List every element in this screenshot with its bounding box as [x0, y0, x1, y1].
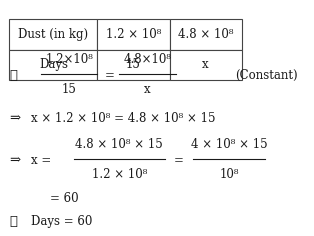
Text: Dust (in kg): Dust (in kg) — [18, 28, 89, 41]
Text: 4 × 10⁸ × 15: 4 × 10⁸ × 15 — [191, 138, 268, 151]
Text: 1.2×10⁸: 1.2×10⁸ — [45, 53, 93, 66]
Bar — [9, 50, 97, 80]
Text: =: = — [105, 69, 115, 82]
Text: Days: Days — [39, 58, 68, 72]
Bar — [97, 50, 170, 80]
Text: 4.8×10⁸: 4.8×10⁸ — [124, 53, 171, 66]
Text: 4.8 × 10⁸: 4.8 × 10⁸ — [178, 28, 233, 41]
Text: 1.2 × 10⁸: 1.2 × 10⁸ — [92, 168, 147, 181]
Text: 10⁸: 10⁸ — [219, 168, 239, 181]
Text: ⇒: ⇒ — [9, 154, 20, 167]
Text: 15: 15 — [62, 83, 77, 96]
Text: x: x — [202, 58, 209, 72]
Text: = 60: = 60 — [50, 192, 79, 205]
Text: x: x — [144, 83, 151, 96]
Text: x =: x = — [31, 154, 51, 167]
Text: 1.2 × 10⁸: 1.2 × 10⁸ — [106, 28, 161, 41]
Bar — [9, 19, 97, 50]
Text: =: = — [174, 154, 184, 167]
Text: (Constant): (Constant) — [236, 69, 298, 82]
Text: Days = 60: Days = 60 — [31, 215, 93, 228]
Bar — [97, 19, 170, 50]
Text: 4.8 × 10⁸ × 15: 4.8 × 10⁸ × 15 — [75, 138, 163, 151]
Text: ⇒: ⇒ — [9, 111, 20, 125]
Text: ∴: ∴ — [9, 69, 17, 82]
Text: ∴: ∴ — [9, 215, 17, 228]
Text: 15: 15 — [126, 58, 141, 72]
Bar — [170, 19, 242, 50]
Bar — [170, 50, 242, 80]
Text: x × 1.2 × 10⁸ = 4.8 × 10⁸ × 15: x × 1.2 × 10⁸ = 4.8 × 10⁸ × 15 — [31, 111, 216, 125]
